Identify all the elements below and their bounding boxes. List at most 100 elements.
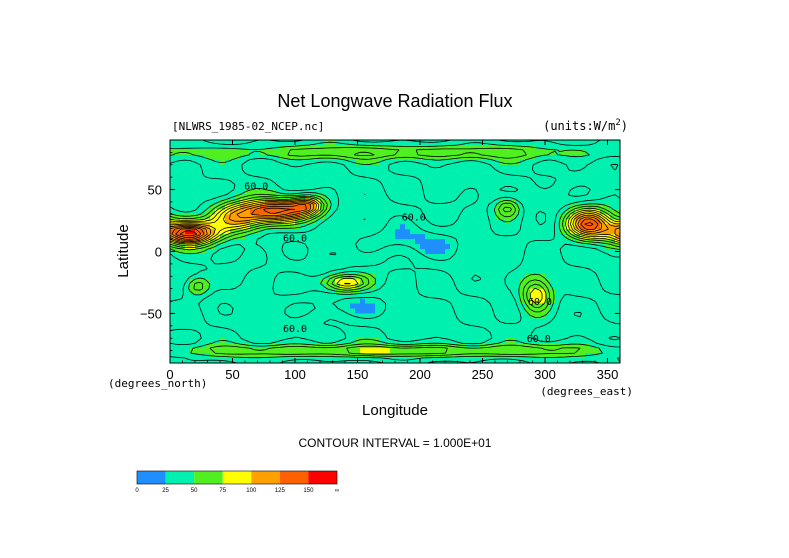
- heatmap-cell: [325, 338, 331, 344]
- heatmap-cell: [420, 199, 426, 206]
- colorbar-tick-label: 150: [303, 488, 314, 494]
- heatmap-cell: [175, 244, 181, 250]
- heatmap-cell: [355, 298, 361, 305]
- heatmap-cell: [595, 224, 601, 230]
- heatmap-cell: [255, 253, 261, 260]
- heatmap-cell: [570, 268, 576, 275]
- heatmap-cell: [430, 239, 436, 245]
- heatmap-cell: [400, 313, 406, 319]
- heatmap-cell: [455, 249, 461, 255]
- heatmap-cell: [385, 298, 391, 305]
- heatmap-cell: [465, 239, 471, 245]
- heatmap-cell: [395, 298, 401, 305]
- heatmap-cell: [600, 343, 606, 349]
- heatmap-cell: [335, 154, 341, 161]
- heatmap-cell: [465, 249, 471, 255]
- heatmap-cell: [540, 353, 546, 359]
- heatmap-cell: [450, 164, 456, 171]
- heatmap-cell: [255, 323, 261, 329]
- heatmap-cell: [285, 263, 291, 270]
- heatmap-cell: [500, 348, 506, 354]
- heatmap-cell: [205, 234, 211, 240]
- heatmap-cell: [205, 164, 211, 171]
- heatmap-cell: [345, 219, 351, 225]
- heatmap-cell: [600, 358, 606, 363]
- heatmap-cell: [540, 278, 546, 285]
- heatmap-cell: [585, 308, 591, 315]
- heatmap-cell: [195, 293, 201, 300]
- heatmap-cell: [535, 308, 541, 315]
- heatmap-cell: [385, 303, 391, 310]
- heatmap-cell: [490, 263, 496, 270]
- heatmap-cell: [415, 313, 421, 319]
- heatmap-cell: [235, 179, 241, 186]
- heatmap-cell: [380, 189, 386, 196]
- heatmap-cell: [280, 229, 286, 235]
- heatmap-cell: [345, 298, 351, 305]
- heatmap-cell: [185, 308, 191, 315]
- heatmap-cell: [380, 224, 386, 230]
- heatmap-cell: [465, 159, 471, 166]
- heatmap-cell: [195, 333, 201, 339]
- heatmap-cell: [295, 283, 301, 290]
- heatmap-cell: [415, 149, 421, 156]
- heatmap-cell: [365, 159, 371, 166]
- heatmap-cell: [540, 293, 546, 300]
- heatmap-cell: [600, 278, 606, 285]
- heatmap-cell: [410, 209, 416, 215]
- heatmap-cell: [360, 179, 366, 186]
- heatmap-cell: [290, 229, 296, 235]
- heatmap-cell: [435, 283, 441, 290]
- heatmap-cell: [520, 249, 526, 255]
- heatmap-cell: [310, 140, 316, 146]
- heatmap-cell: [335, 189, 341, 196]
- heatmap-cell: [275, 234, 281, 240]
- heatmap-cell: [345, 234, 351, 240]
- heatmap-cell: [505, 328, 511, 334]
- heatmap-cell: [525, 328, 531, 334]
- heatmap-cell: [585, 288, 591, 295]
- heatmap-cell: [345, 194, 351, 201]
- heatmap-cell: [450, 273, 456, 280]
- heatmap-cell: [340, 149, 346, 156]
- heatmap-cell: [600, 288, 606, 295]
- heatmap-cell: [440, 140, 446, 146]
- heatmap-cell: [515, 258, 521, 265]
- heatmap-cell: [550, 204, 556, 210]
- heatmap-cell: [575, 214, 581, 220]
- heatmap-cell: [580, 159, 586, 166]
- heatmap-cell: [460, 244, 466, 250]
- heatmap-cell: [555, 164, 561, 171]
- heatmap-cell: [315, 253, 321, 260]
- heatmap-cell: [225, 283, 231, 290]
- heatmap-cell: [555, 318, 561, 324]
- heatmap-cell: [340, 303, 346, 310]
- heatmap-cell: [515, 224, 521, 230]
- heatmap-cell: [285, 348, 291, 354]
- heatmap-cell: [530, 184, 536, 191]
- heatmap-cell: [550, 209, 556, 215]
- heatmap-cell: [485, 234, 491, 240]
- heatmap-cell: [270, 298, 276, 305]
- heatmap-cell: [225, 174, 231, 181]
- heatmap-cell: [340, 194, 346, 201]
- heatmap-cell: [285, 283, 291, 290]
- heatmap-cell: [325, 353, 331, 359]
- heatmap-cell: [495, 293, 501, 300]
- heatmap-cell: [540, 303, 546, 310]
- heatmap-cell: [285, 288, 291, 295]
- heatmap-cell: [175, 174, 181, 181]
- heatmap-cell: [410, 308, 416, 315]
- heatmap-cell: [445, 273, 451, 280]
- heatmap-cell: [540, 338, 546, 344]
- heatmap-cell: [300, 234, 306, 240]
- heatmap-cell: [465, 353, 471, 359]
- heatmap-cell: [210, 288, 216, 295]
- heatmap-cell: [335, 328, 341, 334]
- heatmap-cell: [350, 219, 356, 225]
- heatmap-cell: [375, 323, 381, 329]
- heatmap-cell: [255, 333, 261, 339]
- heatmap-cell: [475, 214, 481, 220]
- heatmap-cell: [340, 219, 346, 225]
- heatmap-cell: [170, 253, 176, 260]
